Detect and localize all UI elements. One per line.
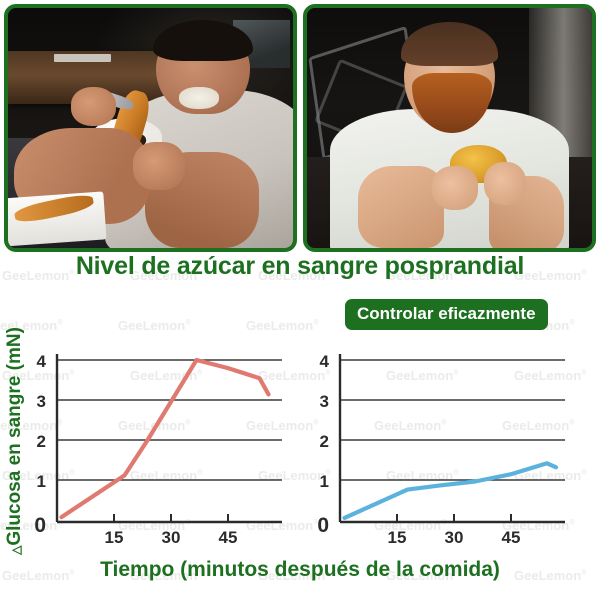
title-row: Nivel de azúcar en sangre posprandial bbox=[0, 252, 600, 281]
photo-left bbox=[4, 4, 297, 252]
x-ticks bbox=[396, 514, 512, 522]
x-tick-label-45: 45 bbox=[219, 528, 238, 547]
x-tick-label-30: 30 bbox=[162, 528, 181, 547]
photo-left-image bbox=[8, 8, 293, 248]
background-shelf-item bbox=[53, 53, 111, 62]
x-tick-label-30: 30 bbox=[445, 528, 464, 547]
badge-wrap: Controlar eficazmente bbox=[345, 299, 548, 330]
charts-area: 4 3 2 1 0 15 30 45 bbox=[0, 336, 600, 548]
y-axis-label-text: Glucosa en sangre (mN) bbox=[4, 326, 25, 546]
y-tick-label-1: 1 bbox=[37, 472, 46, 491]
series-line-uncontrolled bbox=[59, 357, 271, 520]
watermark: GeeLemon® bbox=[118, 318, 191, 333]
status-badge: Controlar eficazmente bbox=[345, 299, 548, 330]
y-tick-label-3: 3 bbox=[320, 392, 329, 411]
photo-right bbox=[303, 4, 596, 252]
man-hair bbox=[401, 22, 498, 66]
man-hair bbox=[153, 20, 254, 61]
man-left-hand bbox=[70, 87, 117, 126]
series-line-controlled bbox=[342, 461, 559, 520]
y-tick-label-2: 2 bbox=[37, 432, 46, 451]
y-tick-label-0: 0 bbox=[34, 514, 46, 537]
x-ticks bbox=[113, 514, 229, 522]
chart-controlled: 4 3 2 1 0 15 30 45 bbox=[317, 352, 565, 547]
x-axis-label-wrap: Tiempo (minutos después de la comida) bbox=[0, 558, 600, 582]
chart-uncontrolled: 4 3 2 1 0 15 30 45 bbox=[34, 352, 282, 547]
y-tick-label-4: 4 bbox=[37, 352, 47, 371]
y-tick-label-2: 2 bbox=[320, 432, 329, 451]
x-tick-label-15: 15 bbox=[388, 528, 407, 547]
photo-strip bbox=[0, 0, 600, 252]
man-right-hand bbox=[483, 161, 527, 205]
charts-svg: 4 3 2 1 0 15 30 45 bbox=[34, 352, 565, 547]
food-in-mouth bbox=[179, 87, 219, 109]
y-tick-label-3: 3 bbox=[37, 392, 46, 411]
man-left-arm bbox=[358, 166, 444, 248]
y-tick-label-0: 0 bbox=[317, 514, 329, 537]
triangle-icon: △ bbox=[9, 545, 23, 555]
y-tick-label-1: 1 bbox=[320, 472, 329, 491]
y-tick-label-4: 4 bbox=[320, 352, 330, 371]
x-axis-label: Tiempo (minutos después de la comida) bbox=[100, 558, 500, 581]
x-tick-label-15: 15 bbox=[105, 528, 124, 547]
gridlines bbox=[57, 359, 282, 481]
watermark: GeeLemon® bbox=[246, 318, 319, 333]
y-axis-label: △Glucosa en sangre (mN) bbox=[4, 327, 26, 555]
man-left-hand bbox=[432, 166, 478, 210]
man-right-hand bbox=[133, 142, 185, 191]
x-tick-label-45: 45 bbox=[502, 528, 521, 547]
gridlines bbox=[340, 359, 565, 481]
y-axis-label-wrap: △Glucosa en sangre (mN) bbox=[0, 318, 32, 563]
page-title: Nivel de azúcar en sangre posprandial bbox=[75, 252, 525, 280]
photo-right-image bbox=[307, 8, 592, 248]
